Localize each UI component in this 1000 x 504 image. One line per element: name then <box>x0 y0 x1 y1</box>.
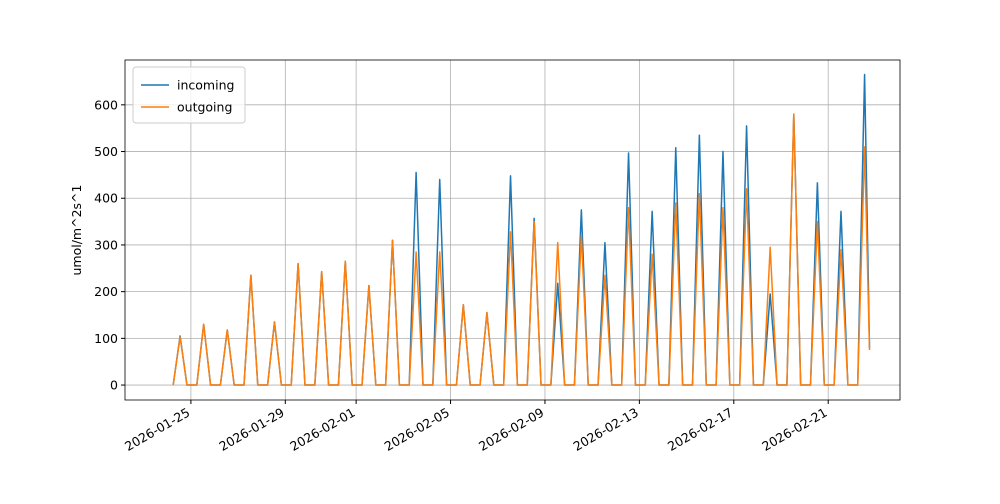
y-tick-label: 500 <box>94 144 118 159</box>
legend-label: outgoing <box>177 100 232 115</box>
line-series <box>172 113 871 386</box>
legend-box <box>132 66 246 124</box>
y-tick-label: 0 <box>110 378 118 393</box>
y-tick-label: 600 <box>94 97 118 112</box>
y-tick-label: 100 <box>94 331 118 346</box>
legend-label: incoming <box>177 78 234 93</box>
y-tick-label: 200 <box>94 284 118 299</box>
y-axis-label: umol/m^2s^1 <box>69 185 84 276</box>
y-tick-label: 400 <box>94 191 118 206</box>
axes-frame <box>124 59 901 401</box>
y-tick-label: 300 <box>94 237 118 252</box>
